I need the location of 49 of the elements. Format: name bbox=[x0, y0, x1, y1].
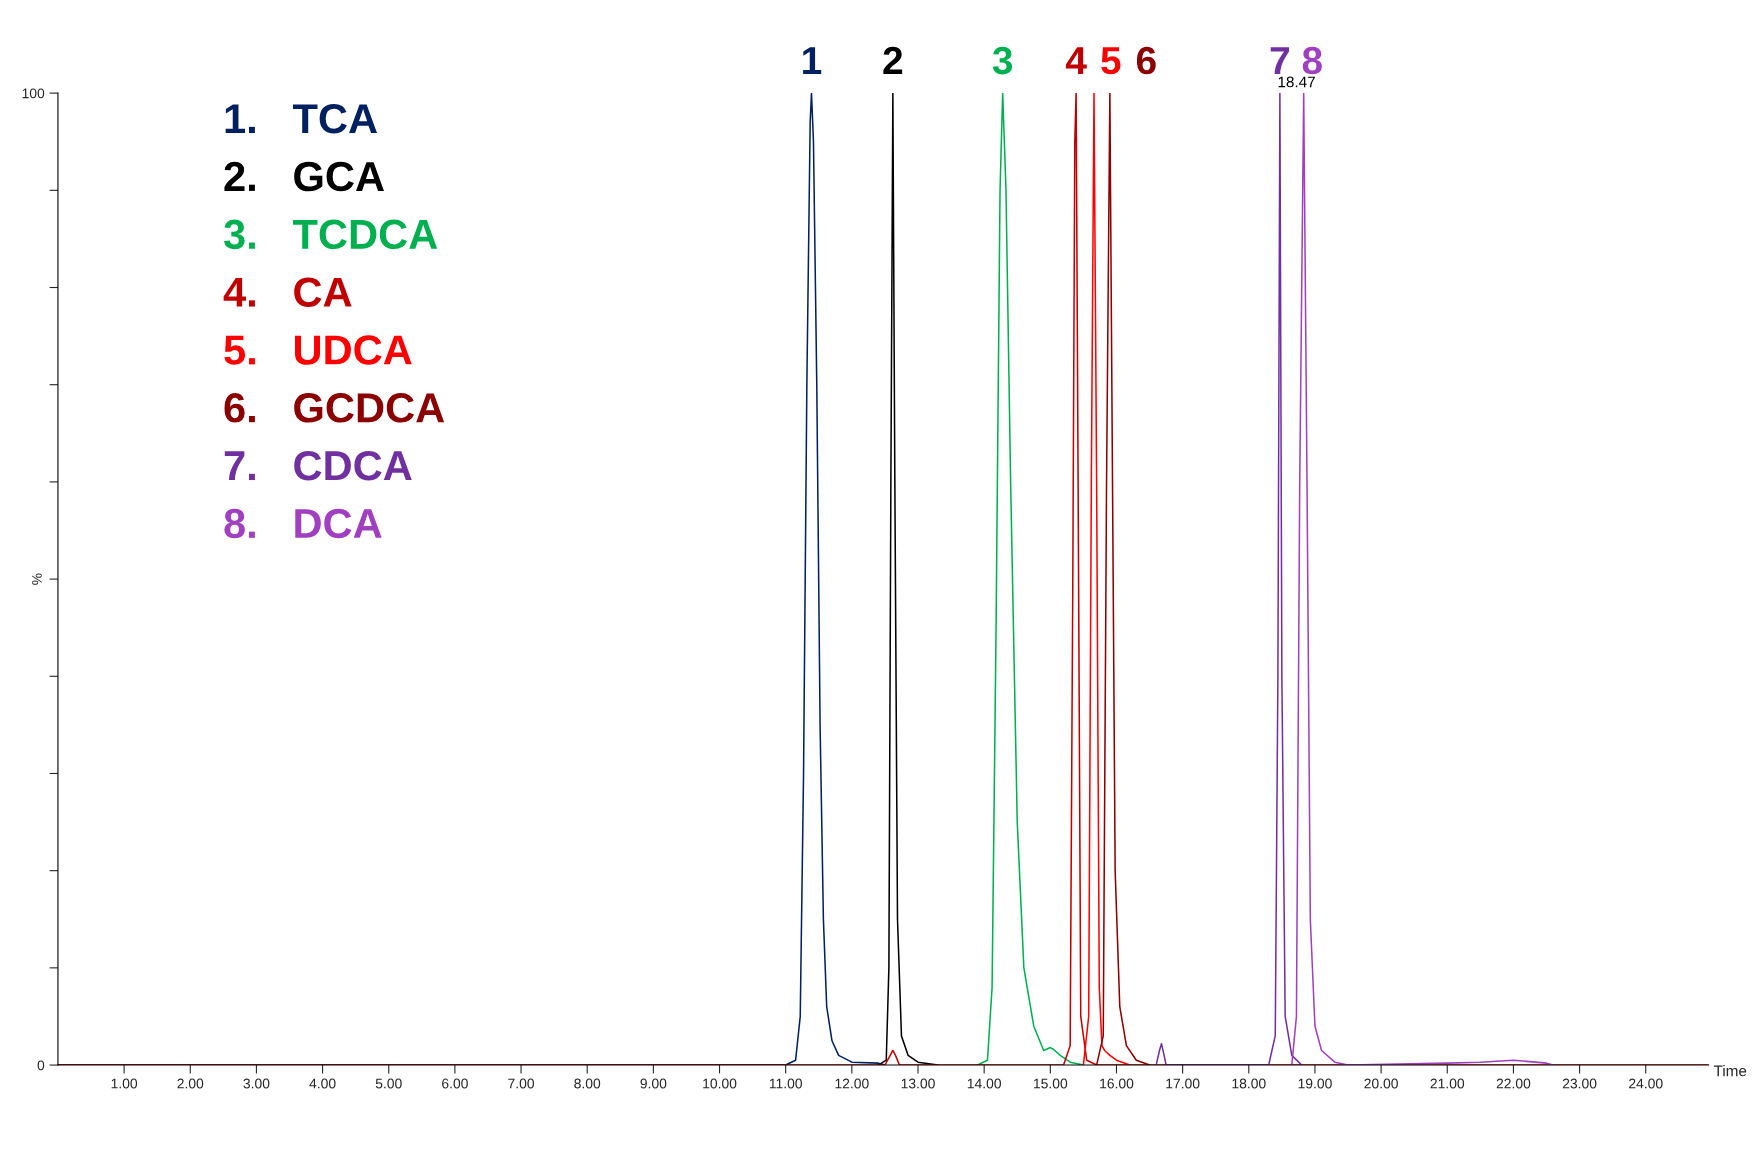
annotation: 5 bbox=[1101, 47, 1121, 75]
x-tick-label: 3.00 bbox=[243, 1078, 270, 1089]
x-axis-title: Time bbox=[1713, 1065, 1747, 1077]
x-tick-label: 18.00 bbox=[1232, 1078, 1266, 1089]
x-tick-label: 16.00 bbox=[1100, 1078, 1134, 1089]
x-tick-label: 12.00 bbox=[835, 1078, 869, 1089]
x-tick-label: 14.00 bbox=[967, 1078, 1001, 1089]
x-tick-label: 19.00 bbox=[1298, 1078, 1332, 1089]
x-tick-label: 13.00 bbox=[901, 1078, 935, 1089]
x-tick-label: 11.00 bbox=[769, 1078, 803, 1089]
text: 8. DCA bbox=[224, 508, 382, 539]
x-tick-label: 9.00 bbox=[640, 1078, 667, 1089]
x-tick-label: 5.00 bbox=[375, 1078, 402, 1089]
text: 7. CDCA bbox=[224, 450, 412, 481]
text: 4. CA bbox=[223, 277, 352, 307]
text: 6. GCDCA bbox=[224, 393, 445, 423]
x-tick-label: 1.00 bbox=[111, 1078, 138, 1089]
x-tick-label: 22.00 bbox=[1496, 1078, 1531, 1089]
line-series bbox=[1095, 93, 1151, 1066]
text: 5. UDCA bbox=[224, 335, 412, 365]
x-tick-label: 15.00 bbox=[1034, 1078, 1068, 1089]
line-series bbox=[1291, 93, 1554, 1066]
annotation: 18.47 bbox=[1278, 76, 1315, 88]
text: 2. GCA bbox=[224, 161, 384, 192]
x-tick-label: 21.00 bbox=[1430, 1078, 1465, 1089]
x-tick-label: 10.00 bbox=[703, 1078, 737, 1089]
annotation: 1 bbox=[803, 47, 822, 74]
y-axis-title: % bbox=[32, 573, 42, 585]
text: 3. TCDCA bbox=[223, 219, 438, 250]
x-tick-label: 17.00 bbox=[1166, 1078, 1200, 1089]
y-tick-label: 0 bbox=[37, 1060, 45, 1071]
x-tick-label: 24.00 bbox=[1629, 1078, 1663, 1089]
y-tick-label: 100 bbox=[22, 88, 45, 99]
annotation: 2 bbox=[883, 46, 903, 74]
x-tick-label: 4.00 bbox=[309, 1078, 336, 1089]
annotation: 7 bbox=[1270, 47, 1289, 74]
x-tick-label: 8.00 bbox=[574, 1078, 601, 1089]
x-tick-label: 23.00 bbox=[1562, 1078, 1597, 1089]
x-tick-label: 7.00 bbox=[508, 1078, 535, 1089]
annotation: 3 bbox=[992, 46, 1013, 75]
annotation: 8 bbox=[1302, 46, 1322, 75]
annotation: 4 bbox=[1065, 47, 1087, 74]
text: 1. TCA bbox=[225, 103, 378, 134]
line-series bbox=[1082, 93, 1131, 1066]
x-tick-label: 6.00 bbox=[442, 1078, 468, 1089]
x-tick-label: 2.00 bbox=[177, 1078, 204, 1089]
annotation: 6 bbox=[1136, 46, 1156, 75]
x-tick-label: 20.00 bbox=[1364, 1078, 1398, 1089]
line-series bbox=[1155, 93, 1303, 1066]
